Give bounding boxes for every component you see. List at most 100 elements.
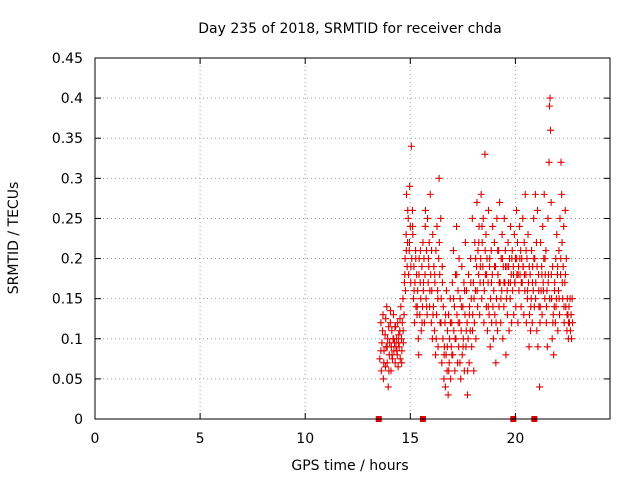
data-point <box>444 327 452 335</box>
data-point <box>469 327 477 335</box>
data-point <box>514 271 522 279</box>
data-point <box>491 311 499 319</box>
data-point <box>404 206 412 214</box>
data-point <box>552 303 560 311</box>
data-point <box>554 327 562 335</box>
data-point <box>437 319 445 327</box>
data-point <box>407 263 415 271</box>
data-point <box>473 198 481 206</box>
data-point <box>551 279 559 287</box>
data-point <box>528 279 536 287</box>
data-point <box>532 295 540 303</box>
data-point <box>533 206 541 214</box>
data-point <box>515 287 523 295</box>
data-point <box>558 190 566 198</box>
data-point <box>541 255 549 263</box>
data-point <box>380 359 388 367</box>
data-point <box>449 247 457 255</box>
data-point <box>429 311 437 319</box>
data-point <box>459 343 467 351</box>
data-point <box>539 222 547 230</box>
data-point <box>534 343 542 351</box>
data-point <box>419 239 427 247</box>
data-point <box>550 351 558 359</box>
data-point <box>453 311 461 319</box>
data-point <box>457 303 465 311</box>
data-point <box>545 102 553 110</box>
data-point <box>479 214 487 222</box>
data-point <box>503 311 511 319</box>
data-point <box>431 271 439 279</box>
data-point <box>483 327 491 335</box>
data-point <box>379 375 387 383</box>
data-point <box>402 230 410 238</box>
data-point <box>415 271 423 279</box>
y-tick-label: 0 <box>74 412 83 428</box>
data-point <box>465 359 473 367</box>
data-point <box>390 335 398 343</box>
data-point <box>396 315 404 323</box>
data-point <box>416 311 424 319</box>
data-point <box>512 206 520 214</box>
data-point <box>456 359 464 367</box>
data-point <box>402 247 410 255</box>
data-point <box>492 359 500 367</box>
data-point <box>475 239 483 247</box>
data-point <box>545 158 553 166</box>
data-point <box>463 319 471 327</box>
data-point <box>501 247 509 255</box>
data-point <box>543 303 551 311</box>
data-point <box>482 230 490 238</box>
data-point <box>473 287 481 295</box>
data-point <box>423 303 431 311</box>
data-point <box>500 214 508 222</box>
data-point <box>517 303 525 311</box>
data-point <box>548 335 556 343</box>
data-point <box>401 255 409 263</box>
data-point <box>522 247 530 255</box>
data-point <box>524 287 532 295</box>
data-point <box>467 279 475 287</box>
data-point <box>498 255 506 263</box>
data-point <box>435 255 443 263</box>
data-point <box>397 335 405 343</box>
data-point <box>384 383 392 391</box>
data-point <box>508 247 516 255</box>
data-point <box>405 239 413 247</box>
data-point <box>401 271 409 279</box>
data-point <box>438 279 446 287</box>
data-point <box>382 315 390 323</box>
data-point <box>481 247 489 255</box>
data-point <box>460 279 468 287</box>
data-point <box>458 351 466 359</box>
data-point <box>503 287 511 295</box>
data-point <box>525 343 533 351</box>
data-point <box>434 343 442 351</box>
data-point <box>489 222 497 230</box>
data-point <box>450 327 458 335</box>
data-point <box>399 295 407 303</box>
data-point <box>508 319 516 327</box>
data-point <box>400 279 408 287</box>
data-point <box>454 287 462 295</box>
data-point <box>428 247 436 255</box>
data-point <box>462 327 470 335</box>
data-point <box>432 335 440 343</box>
data-point <box>533 263 541 271</box>
data-point <box>386 319 394 327</box>
data-point <box>425 239 433 247</box>
data-point <box>542 247 550 255</box>
data-point <box>491 263 499 271</box>
data-point <box>516 255 524 263</box>
data-point <box>563 311 571 319</box>
data-point <box>485 206 493 214</box>
data-point <box>530 255 538 263</box>
y-tick-label: 0.2 <box>61 252 83 268</box>
data-point <box>543 343 551 351</box>
data-point <box>399 327 407 335</box>
y-tick-label: 0.35 <box>52 131 83 147</box>
data-point <box>440 375 448 383</box>
data-point <box>409 295 417 303</box>
data-point <box>547 198 555 206</box>
data-point <box>450 303 458 311</box>
